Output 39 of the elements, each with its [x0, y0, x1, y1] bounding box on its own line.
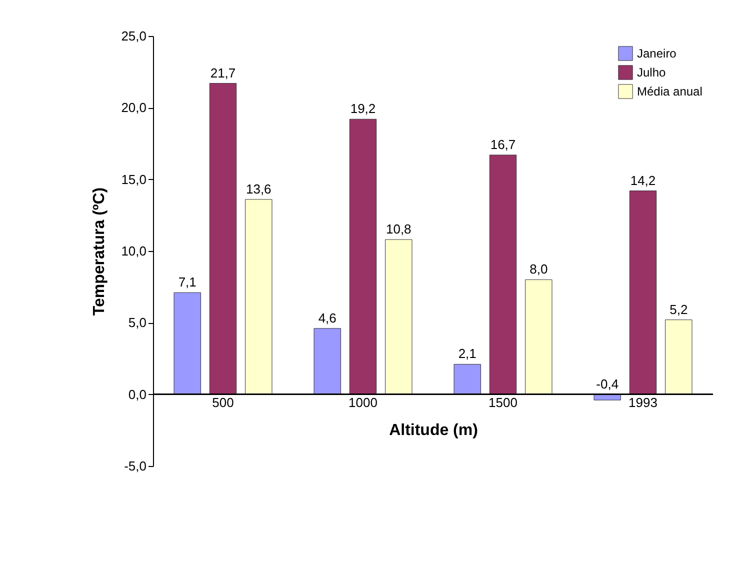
legend-label: Julho — [637, 66, 666, 80]
data-label: 7,1 — [178, 274, 196, 290]
bar — [314, 328, 341, 395]
data-label: 19,2 — [350, 101, 376, 116]
legend-label: Janeiro — [637, 46, 677, 60]
bar — [349, 118, 377, 395]
x-tick-label: 500 — [212, 394, 234, 410]
y-axis-title: Temperatura (ºC) — [91, 187, 108, 316]
data-label: 4,6 — [318, 310, 336, 326]
y-tick-label: 5,0 — [128, 315, 146, 330]
bar — [454, 364, 481, 395]
bar — [665, 320, 692, 395]
bar — [209, 83, 237, 395]
data-label: 13,6 — [246, 181, 272, 196]
bar — [385, 239, 412, 395]
bar — [489, 154, 517, 395]
data-label: 2,1 — [458, 346, 476, 362]
y-tick-label: -5,0 — [124, 458, 146, 474]
bar — [629, 190, 657, 395]
x-axis-title: Altitude (m) — [389, 422, 478, 439]
bar — [245, 199, 272, 395]
data-label: 14,2 — [630, 172, 656, 188]
y-tick-label: 20,0 — [121, 100, 146, 116]
y-tick-label: 10,0 — [121, 244, 146, 258]
y-tick-label: 25,0 — [121, 28, 146, 44]
bar — [525, 279, 552, 395]
y-tick-label: 15,0 — [121, 172, 146, 187]
data-label: 8,0 — [530, 262, 548, 277]
x-tick-label: 1500 — [488, 394, 518, 410]
data-label: 10,8 — [386, 222, 412, 237]
data-label: 21,7 — [210, 65, 236, 80]
data-label: 5,2 — [670, 302, 688, 317]
data-label: 16,7 — [490, 136, 516, 152]
y-tick-label: 0,0 — [128, 386, 146, 402]
legend-label: Média anual — [637, 84, 702, 98]
bar — [174, 292, 201, 395]
x-tick-label: 1000 — [348, 394, 378, 410]
x-tick-label: 1993 — [628, 394, 658, 410]
data-label: -0,4 — [596, 376, 619, 392]
